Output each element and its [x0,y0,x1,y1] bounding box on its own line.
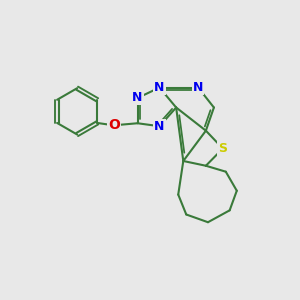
Text: N: N [132,92,143,104]
Text: O: O [108,118,120,132]
Text: S: S [218,142,227,155]
Text: N: N [193,81,203,94]
Text: N: N [154,120,165,133]
Text: N: N [154,81,165,94]
